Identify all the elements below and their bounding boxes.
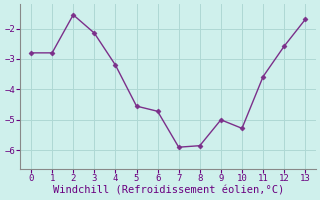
X-axis label: Windchill (Refroidissement éolien,°C): Windchill (Refroidissement éolien,°C)	[52, 186, 284, 196]
